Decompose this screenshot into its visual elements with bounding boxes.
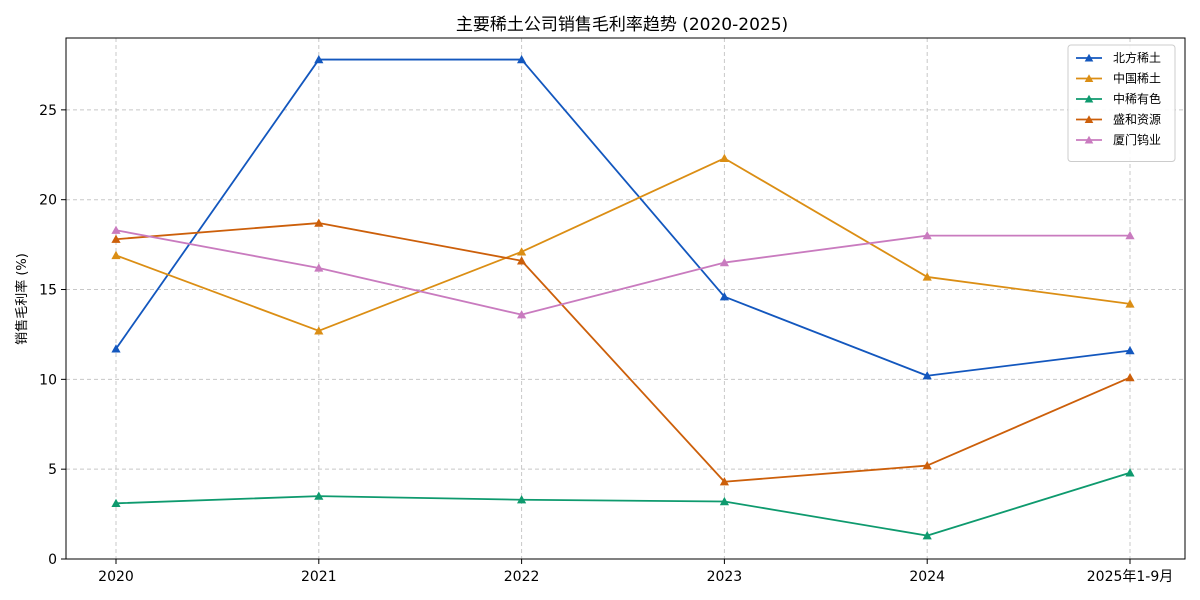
data-point-marker [719, 153, 729, 163]
y-tick-label: 5 [48, 462, 57, 478]
series-group [111, 54, 1135, 540]
legend-marker [1084, 94, 1094, 103]
x-tick-label: 2025年1-9月 [1087, 569, 1174, 585]
x-tick-label: 2024 [909, 569, 945, 585]
data-point-marker [922, 231, 932, 240]
data-point-marker [517, 247, 527, 256]
y-tick-label: 20 [39, 193, 57, 209]
legend-label: 北方稀土 [1113, 50, 1161, 65]
legend-label: 中国稀土 [1113, 71, 1161, 86]
legend-item[interactable]: 盛和资源 [1076, 112, 1161, 127]
data-point-marker [111, 250, 121, 260]
data-point-marker [314, 326, 324, 335]
legend-label: 厦门钨业 [1113, 132, 1161, 147]
y-tick-label: 0 [48, 552, 57, 568]
y-tick-label: 15 [39, 283, 57, 299]
data-point-marker [111, 225, 121, 234]
x-tick-label: 2022 [504, 569, 540, 585]
legend-item[interactable]: 中稀有色 [1076, 91, 1161, 106]
data-point-marker [1125, 346, 1135, 355]
data-point-marker [922, 460, 932, 470]
legend-marker [1084, 135, 1094, 144]
legend-box [1067, 44, 1176, 162]
legend-item[interactable]: 中国稀土 [1076, 71, 1161, 86]
data-point-marker [1125, 372, 1135, 382]
series-line [111, 54, 1135, 380]
legend-marker [1084, 53, 1094, 62]
data-point-marker [922, 371, 932, 380]
data-point-marker [517, 54, 527, 64]
data-point-marker [314, 54, 324, 64]
legend-item[interactable]: 北方稀土 [1076, 50, 1161, 65]
series-path [115, 222, 1131, 483]
x-tick-label: 2021 [301, 569, 337, 585]
x-tick-label: 2020 [98, 569, 134, 585]
y-axis-title: 销售毛利率 (%) [14, 253, 30, 345]
data-point-marker [922, 531, 932, 540]
data-point-marker [111, 234, 121, 243]
chart-title: 主要稀土公司销售毛利率趋势 (2020-2025) [456, 15, 788, 35]
legend-label: 盛和资源 [1113, 112, 1161, 127]
y-tick-label: 25 [39, 103, 57, 119]
series-line [111, 468, 1135, 540]
data-point-marker [314, 218, 324, 227]
legend-marker [1084, 115, 1094, 123]
x-tick-label: 2023 [707, 569, 743, 585]
data-point-marker [922, 272, 932, 281]
data-point-marker [517, 256, 527, 265]
series-path [115, 58, 1131, 377]
data-point-marker [314, 491, 324, 500]
plot-frame [65, 37, 1186, 560]
legend-marker [1084, 74, 1094, 82]
y-tick-label: 10 [39, 372, 57, 388]
series-line [111, 218, 1135, 486]
data-point-marker [111, 344, 121, 353]
data-point-marker [517, 310, 527, 319]
series-line [111, 153, 1135, 335]
data-point-marker [1125, 468, 1135, 477]
series-line [111, 225, 1135, 319]
data-point-marker [314, 263, 324, 272]
data-point-marker [111, 498, 121, 507]
data-point-marker [719, 496, 729, 506]
series-path [115, 229, 1130, 316]
legend-item[interactable]: 厦门钨业 [1076, 132, 1161, 147]
data-point-marker [1125, 231, 1135, 240]
data-point-marker [1125, 299, 1135, 308]
legend-label: 中稀有色 [1113, 91, 1161, 106]
data-point-marker [719, 292, 729, 301]
data-point-marker [517, 495, 527, 504]
axis-ticks: 2020 2021 2022 2023 2024 2025年1-9月 0 5 10 15 20 25 [39, 103, 1173, 585]
series-path [115, 157, 1131, 332]
data-point-marker [719, 257, 729, 267]
series-path [115, 471, 1131, 537]
data-point-marker [719, 477, 729, 486]
